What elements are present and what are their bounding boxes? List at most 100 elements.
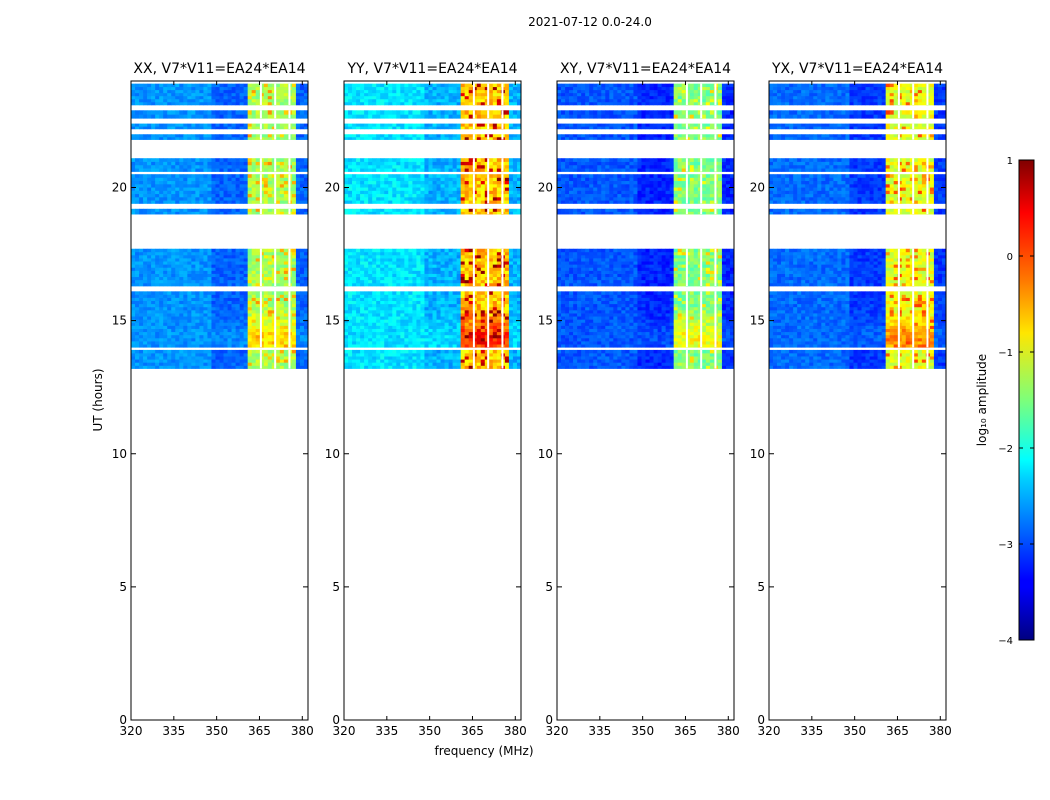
heat-cell — [139, 193, 144, 198]
heat-cell — [267, 86, 273, 91]
heat-cell — [344, 190, 349, 195]
heat-cell — [392, 362, 397, 366]
heat-cell — [203, 208, 208, 212]
heat-cell — [291, 251, 297, 256]
heat-cell — [496, 319, 502, 323]
heat-cell — [187, 359, 192, 363]
heat-cell — [480, 183, 486, 188]
heat-cell — [223, 349, 228, 354]
heat-cell — [163, 294, 168, 298]
heat-cell — [255, 126, 261, 130]
heat-cell — [368, 261, 373, 265]
heat-cell — [247, 291, 253, 295]
heat-cell — [372, 309, 377, 314]
heat-cell — [291, 303, 297, 308]
heat-cell — [247, 134, 253, 138]
heat-cell — [159, 331, 164, 336]
heat-cell — [231, 164, 236, 169]
heat-cell — [243, 183, 249, 188]
heat-cell — [255, 309, 261, 314]
heat-cell — [131, 114, 136, 119]
heat-cell — [504, 183, 510, 188]
heat-cell — [396, 349, 401, 354]
heat-cell — [275, 264, 281, 268]
heat-cell — [376, 303, 381, 308]
heat-cell — [299, 193, 305, 198]
heat-cell — [183, 341, 188, 345]
heat-cell — [480, 177, 486, 182]
heat-cell — [472, 279, 478, 284]
heat-cell — [456, 341, 462, 345]
heat-cell — [372, 187, 377, 191]
heat-cell — [352, 306, 357, 311]
heat-cell — [163, 279, 168, 284]
heat-cell — [396, 183, 401, 188]
heat-cell — [195, 337, 200, 342]
heat-cell — [400, 331, 405, 336]
heat-cell — [251, 319, 257, 323]
heat-cell — [263, 110, 269, 115]
heat-cell — [199, 211, 204, 215]
heat-cell — [420, 341, 425, 345]
heat-cell — [348, 337, 353, 342]
heat-cell — [436, 270, 441, 274]
heat-cell — [468, 291, 474, 295]
heat-cell — [468, 356, 474, 360]
heat-cell — [440, 322, 445, 326]
heat-cell — [243, 136, 249, 140]
heat-cell — [472, 183, 478, 188]
heat-cell — [159, 248, 164, 253]
heat-cell — [508, 303, 514, 308]
heat-cell — [456, 270, 462, 274]
heat-cell — [392, 282, 397, 287]
heat-cell — [468, 359, 474, 363]
heat-cell — [187, 267, 192, 271]
heat-cell — [163, 365, 168, 369]
heat-cell — [143, 177, 148, 182]
heat-cell — [255, 114, 261, 119]
heat-cell — [303, 264, 309, 268]
heat-cell — [211, 282, 216, 287]
heat-cell — [384, 297, 389, 302]
heat-cell — [428, 270, 433, 274]
heat-cell — [456, 200, 462, 204]
heat-cell — [255, 353, 261, 357]
heat-cell — [396, 264, 401, 268]
heat-cell — [416, 297, 421, 302]
heat-cell — [215, 110, 220, 115]
heat-cell — [159, 101, 164, 106]
heat-cell — [408, 261, 413, 265]
heat-cell — [504, 291, 510, 295]
heat-cell — [207, 341, 212, 345]
heat-cell — [203, 180, 208, 185]
heat-cell — [267, 83, 273, 88]
heat-cell — [480, 258, 486, 262]
heat-cell — [384, 248, 389, 253]
heat-cell — [203, 331, 208, 336]
heat-cell — [275, 101, 281, 106]
heat-cell — [420, 337, 425, 342]
heat-cell — [183, 251, 188, 256]
heat-cell — [191, 325, 196, 329]
heat-cell — [171, 279, 176, 284]
heat-cell — [275, 279, 281, 284]
heat-cell — [175, 168, 180, 172]
heat-cell — [504, 261, 510, 265]
heat-cell — [456, 273, 462, 278]
heat-cell — [251, 344, 257, 348]
heat-cell — [219, 337, 224, 342]
heat-cell — [231, 365, 236, 369]
heat-cell — [223, 294, 228, 298]
heat-cell — [440, 190, 445, 195]
heat-cell — [239, 334, 244, 339]
heat-cell — [199, 328, 204, 333]
heat-cell — [183, 200, 188, 204]
heat-cell — [167, 110, 172, 115]
heat-cell — [291, 126, 297, 130]
heat-cell — [396, 211, 401, 215]
heat-cell — [195, 248, 200, 253]
heat-cell — [408, 353, 413, 357]
heat-cell — [356, 325, 361, 329]
heat-cell — [432, 264, 437, 268]
heat-cell — [404, 187, 409, 191]
